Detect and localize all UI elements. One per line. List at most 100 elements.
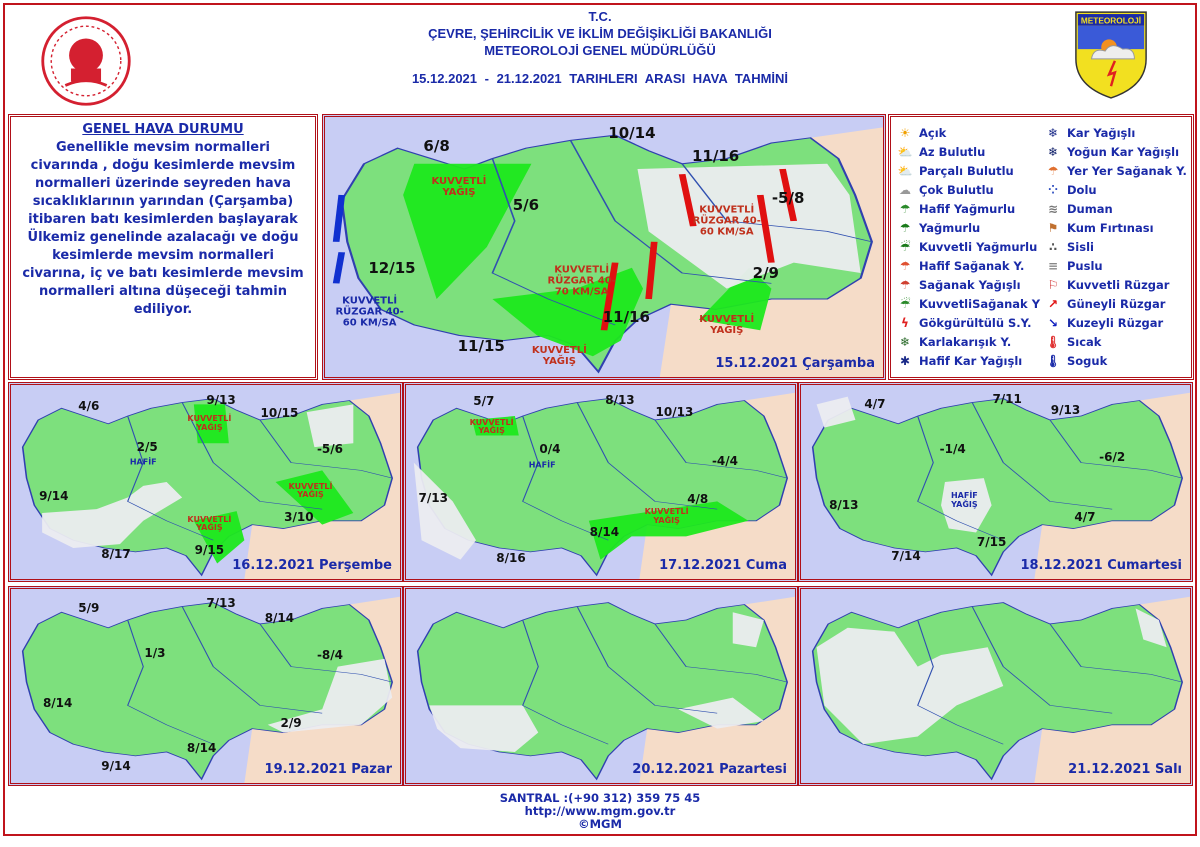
region-border [127, 619, 214, 745]
weather-annotation: KUVVETLİ RÜZGAR 40-70 KM/SA [547, 264, 616, 298]
region-border [522, 619, 609, 745]
partly-cloudy-icon: ⛅ [897, 163, 913, 178]
map-date-label: 18.12.2021 Cumartesi [1020, 558, 1182, 573]
local-shower-icon: ☂ [1047, 163, 1059, 178]
temperature-label: 8/14 [264, 611, 295, 626]
temperature-label: 8/17 [101, 546, 131, 561]
legend-panel: ☀ Açık ⛅ Az Bulutlu ⛅ Parçalı Bulutlu ☁ Çok Bul… [888, 114, 1194, 380]
ministry-emblem [41, 16, 131, 106]
temperature-label: 11/15 [457, 336, 505, 355]
temperature-label: 10/14 [608, 123, 656, 142]
temperature-label: 4/6 [78, 399, 100, 414]
legend-label: Kum Fırtınası [1067, 220, 1154, 235]
map-day-1: 6/8 10/14 11/16 5/6 -5/8 12/15 2/9 11/16 11/15 KU… [322, 114, 886, 380]
legend-label: Hafif Yağmurlu [919, 201, 1016, 216]
legend-label: KuvvetliSağanak Y [919, 296, 1041, 311]
header: T.C. ÇEVRE, ŞEHİRCİLİK VE İKLİM DEĞİŞİKL… [0, 8, 1200, 86]
legend-item: 🌡 Soguk [1045, 351, 1195, 370]
header-tc: T.C. [588, 9, 612, 24]
weather-annotation: KUVVETLİ YAĞIŞ [288, 481, 333, 500]
temperature-label: 7/15 [976, 535, 1007, 550]
cloudy-zone [816, 396, 856, 428]
thermometer-cold-icon: 🌡 [1045, 353, 1061, 368]
heavy-snow-icon: ❄ [1047, 144, 1059, 159]
weather-annotation: KUVVETLİ YAĞIŞ [431, 176, 487, 199]
temperature-label: 8/13 [605, 392, 635, 407]
legend-item: ❄ Yoğun Kar Yağışlı [1045, 142, 1195, 161]
haze-icon: ≡ [1047, 258, 1059, 273]
region-border [576, 606, 718, 714]
legend-label: Dolu [1067, 182, 1097, 197]
map-day-4: 4/7 7/11 9/13 -1/4 -6/2 8/13 4/7 7/15 7/14 HAFİF … [798, 382, 1193, 582]
turkey-map [811, 392, 1190, 579]
temperature-label: 10/15 [260, 406, 299, 421]
smoke-icon: ≋ [1047, 201, 1059, 216]
map-date-label: 16.12.2021 Perşembe [232, 558, 392, 573]
temperature-label: 2/5 [136, 440, 158, 455]
legend-item: ↗ Güneyli Rüzgar [1045, 294, 1195, 313]
legend-label: Yağmurlu [919, 220, 981, 235]
temperature-label: 7/11 [992, 391, 1022, 406]
heavy-shower-icon: ☔ [899, 296, 911, 311]
legend-label: Yoğun Kar Yağışlı [1067, 144, 1180, 159]
legend-item: ☁ Çok Bulutlu [897, 180, 1045, 199]
weather-annotation: KUVVETLİ YAĞIŞ [469, 417, 514, 436]
neighbor-countries [1034, 596, 1190, 783]
temperature-label: 9/14 [101, 758, 131, 773]
sun-cloud-icon: ⛅ [897, 144, 913, 159]
turkey-map [21, 596, 400, 783]
snow-icon: ❄ [1047, 125, 1059, 140]
temperature-label: 8/16 [496, 550, 526, 565]
arrow-southeast-icon: ↘ [1047, 315, 1059, 330]
footer: SANTRAL :(+90 312) 359 75 45 http://www.… [0, 792, 1200, 831]
temperature-label: -1/4 [939, 442, 966, 457]
legend-label: Hafif Kar Yağışlı [919, 353, 1023, 368]
temperature-label: -5/8 [771, 188, 805, 207]
temperature-label: 5/7 [473, 393, 495, 408]
weather-annotation: HAFİF [528, 461, 556, 471]
legend-label: Sağanak Yağışlı [919, 277, 1021, 292]
legend-label: Yer Yer Sağanak Y. [1067, 163, 1187, 178]
legend-item: ☀ Açık [897, 123, 1045, 142]
legend-item: ☔ KuvvetliSağanak Y [897, 294, 1045, 313]
temperature-label: 10/13 [655, 405, 694, 420]
legend-item: 🌡 Sıcak [1045, 332, 1195, 351]
light-shower-icon: ☂ [899, 258, 911, 273]
legend-item: ⁘ Dolu [1045, 180, 1195, 199]
meteoroloji-logo: METEOROLOJİ [1075, 11, 1147, 99]
neighbor-countries [1034, 392, 1190, 579]
map-day-6: 20.12.2021 Pazartesi [403, 586, 798, 786]
cloudy-zone [941, 478, 992, 533]
region-border [917, 619, 1004, 745]
temperature-label: -4/4 [711, 453, 738, 468]
legend-label: Kuvvetli Rüzgar [1067, 277, 1170, 292]
northerly-wind-arrow [332, 194, 346, 242]
temperature-label: 7/14 [891, 548, 921, 563]
southerly-wind-arrow [645, 241, 658, 300]
southerly-wind-arrow [600, 262, 619, 331]
map-date-label: 15.12.2021 Çarşamba [715, 356, 875, 371]
map-day-5: 5/9 7/13 8/14 1/3 -8/4 8/14 2/9 8/14 9/14 19.12.2… [8, 586, 403, 786]
temperature-label: 9/14 [39, 488, 69, 503]
weather-annotation: KUVVETLİ RÜZGAR 40-60 KM/SA [692, 204, 761, 238]
map-day-2: 4/6 9/13 10/15 2/5 -5/6 9/14 3/10 9/15 8/17 HAFİF… [8, 382, 403, 582]
legend-item: ☔ Kuvvetli Yağmurlu [897, 237, 1045, 256]
cloudy-zone [267, 658, 393, 733]
region-border [917, 415, 1004, 541]
general-weather-text: Genellikle mevsim normalleri civarında ,… [22, 140, 304, 317]
temperature-label: 8/14 [589, 525, 620, 540]
footer-url[interactable]: http://www.mgm.gov.tr [524, 804, 676, 818]
legend-item: ⚑ Kum Fırtınası [1045, 218, 1195, 237]
region-border [259, 623, 393, 683]
temperature-label: 12/15 [368, 258, 416, 277]
region-border [654, 419, 788, 479]
region-border [259, 419, 393, 479]
region-border [569, 140, 772, 284]
temperature-label: 8/13 [829, 498, 859, 513]
weather-annotation: KUVVETLİ YAĞIŞ [531, 345, 587, 368]
temperature-label: 7/13 [418, 490, 448, 505]
legend-label: Duman [1067, 201, 1113, 216]
legend-item: ϟ Gökgürültülü S.Y. [897, 313, 1045, 332]
weather-annotation: HAFİF YAĞIŞ [950, 491, 978, 510]
legend-item: ❄ Kar Yağışlı [1045, 123, 1195, 142]
